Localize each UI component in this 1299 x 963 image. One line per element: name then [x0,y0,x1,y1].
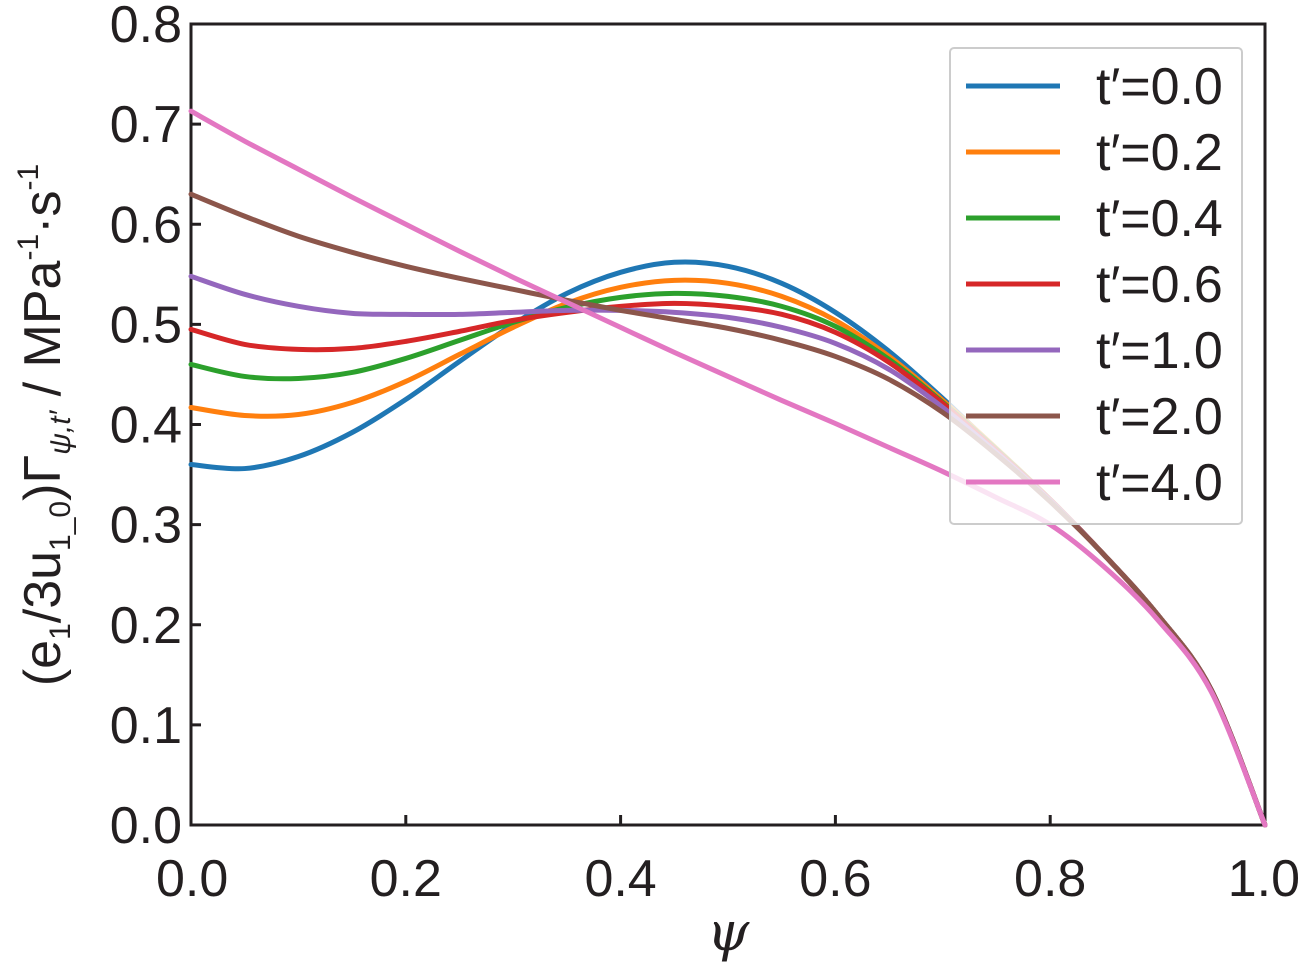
y-tick-label: 0.0 [110,797,182,855]
series-line-5 [188,191,1268,828]
legend: t′=0.0 t′=0.2 t′=0.4 t′=0.6 t′=1.0 t′=2.0 t′=4… [949,47,1243,525]
legend-label-5: t′=2.0 [1096,388,1223,446]
axis-tick-labels: 0.0 0.2 0.4 0.6 0.8 1.0 0.0 0.1 0.2 0.3 0.4 0.5 0.6 0… [110,0,1299,908]
y-tick-label: 0.4 [110,397,182,455]
x-tick-label: 0.8 [1014,850,1086,908]
y-tick-label: 0.7 [110,96,182,154]
axis-ticks [189,22,1267,827]
x-tick-label: 0.2 [370,850,442,908]
y-tick-label: 0.6 [110,196,182,254]
y-tick-label: 0.3 [110,497,182,555]
x-tick-label: 0.6 [799,850,871,908]
legend-label-4: t′=1.0 [1096,322,1223,380]
legend-box [949,47,1243,525]
series-line-6 [188,108,1268,828]
x-axis-title: ψ [707,900,750,963]
y-tick-label: 0.1 [110,697,182,755]
x-tick-label: 0.0 [156,850,228,908]
y-axis-title: (e1/3u1_0)Γψ,t′ / MPa-1·s-1 [12,164,77,686]
x-tick-label: 1.0 [1228,850,1299,908]
legend-label-3: t′=0.6 [1096,256,1223,314]
legend-label-1: t′=0.2 [1096,124,1223,182]
legend-label-0: t′=0.0 [1096,58,1223,116]
y-tick-label: 0.5 [110,296,182,354]
legend-label-6: t′=4.0 [1096,454,1223,512]
curves [188,108,1268,828]
y-tick-label: 0.2 [110,597,182,655]
legend-label-2: t′=0.4 [1096,190,1223,248]
x-tick-label: 0.4 [584,850,656,908]
y-tick-label: 0.8 [110,0,182,54]
